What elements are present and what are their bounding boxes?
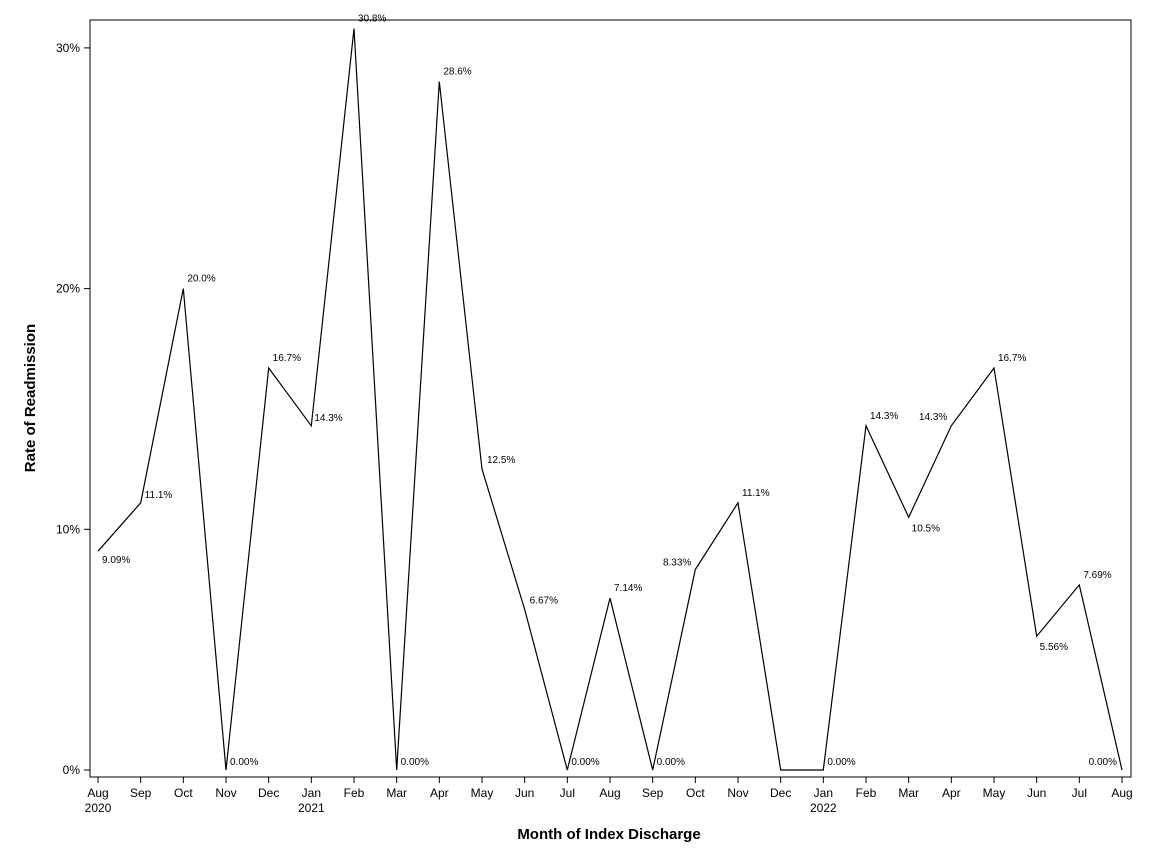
data-label: 5.56% bbox=[1040, 642, 1068, 653]
x-tick-label: Aug bbox=[599, 786, 620, 800]
x-tick-label: Sep bbox=[130, 786, 152, 800]
x-tick-label: Feb bbox=[344, 786, 365, 800]
x-year-label: 2020 bbox=[85, 801, 112, 815]
x-tick-label: Aug bbox=[1111, 786, 1132, 800]
data-label: 0.00% bbox=[1089, 757, 1117, 768]
data-label: 0.00% bbox=[401, 757, 429, 768]
y-tick-label: 20% bbox=[56, 282, 80, 296]
x-year-label: 2022 bbox=[810, 801, 837, 815]
y-axis: 0% 10% 20% 30% bbox=[56, 41, 90, 777]
data-label: 20.0% bbox=[187, 274, 215, 285]
x-tick-label: Dec bbox=[770, 786, 791, 800]
series-line bbox=[97, 28, 1123, 771]
data-labels: 9.09% 11.1% 20.0% 0.00% 16.7% 14.3% 30.8% 0.00%… bbox=[102, 14, 1117, 768]
data-label: 16.7% bbox=[998, 353, 1026, 364]
x-tick-label: Oct bbox=[686, 786, 705, 800]
x-tick-label: Aug bbox=[87, 786, 108, 800]
plot-frame bbox=[89, 19, 1132, 778]
data-label: 11.1% bbox=[742, 488, 770, 499]
x-tick-label: Sep bbox=[642, 786, 664, 800]
data-label: 7.14% bbox=[614, 583, 642, 594]
data-label: 16.7% bbox=[273, 353, 301, 364]
x-tick-label: Jan bbox=[814, 786, 833, 800]
data-label: 12.5% bbox=[487, 455, 515, 466]
x-tick-label: Oct bbox=[174, 786, 193, 800]
data-label: 14.3% bbox=[870, 411, 898, 422]
data-label: 0.00% bbox=[827, 757, 855, 768]
data-label: 8.33% bbox=[663, 557, 691, 568]
x-tick-label: Jun bbox=[1027, 786, 1046, 800]
x-year-label: 2021 bbox=[298, 801, 325, 815]
data-label: 14.3% bbox=[919, 412, 947, 423]
x-axis: Aug Sep Oct Nov Dec Jan Feb Mar Apr May Jun Jul Aug S… bbox=[85, 777, 1133, 815]
data-label: 6.67% bbox=[530, 595, 558, 606]
y-tick-label: 30% bbox=[56, 41, 80, 55]
x-tick-label: Apr bbox=[942, 786, 961, 800]
y-tick-label: 10% bbox=[56, 522, 80, 536]
data-label: 0.00% bbox=[230, 757, 258, 768]
data-label: 7.69% bbox=[1083, 570, 1111, 581]
x-tick-label: May bbox=[983, 786, 1006, 800]
data-label: 28.6% bbox=[443, 67, 471, 78]
x-tick-label: Mar bbox=[386, 786, 407, 800]
data-label: 11.1% bbox=[145, 490, 173, 501]
x-tick-label: Dec bbox=[258, 786, 279, 800]
x-tick-label: Jul bbox=[1072, 786, 1087, 800]
x-tick-label: May bbox=[471, 786, 494, 800]
data-label: 0.00% bbox=[657, 757, 685, 768]
data-label: 0.00% bbox=[571, 757, 599, 768]
x-tick-label: Mar bbox=[898, 786, 919, 800]
x-tick-label: Feb bbox=[856, 786, 877, 800]
y-tick-label: 0% bbox=[63, 763, 81, 777]
x-tick-label: Jun bbox=[515, 786, 534, 800]
x-tick-label: Apr bbox=[430, 786, 449, 800]
data-label: 10.5% bbox=[912, 523, 940, 534]
x-tick-label: Nov bbox=[215, 786, 236, 800]
x-tick-label: Jan bbox=[302, 786, 321, 800]
data-label: 9.09% bbox=[102, 555, 130, 566]
y-axis-title: Rate of Readmission bbox=[22, 324, 39, 472]
x-tick-label: Nov bbox=[727, 786, 748, 800]
data-label: 14.3% bbox=[314, 413, 342, 424]
x-axis-title: Month of Index Discharge bbox=[517, 826, 700, 843]
data-label: 30.8% bbox=[358, 14, 386, 25]
x-tick-label: Jul bbox=[560, 786, 575, 800]
